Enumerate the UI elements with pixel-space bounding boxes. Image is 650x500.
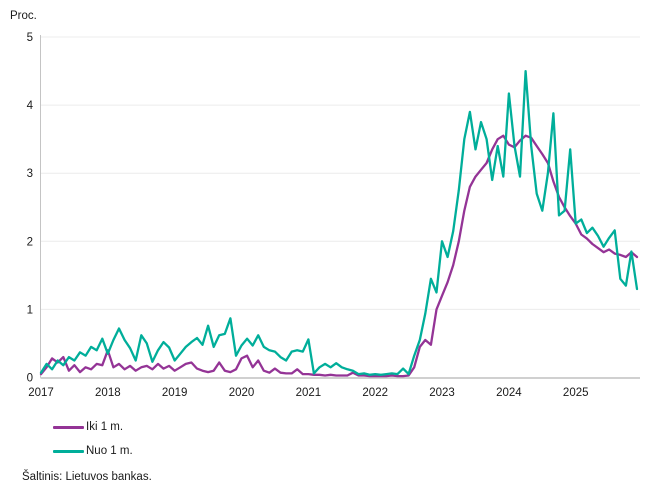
legend-item-iki-1-m: Iki 1 m. <box>53 421 133 434</box>
legend: Iki 1 m. Nuo 1 m. <box>53 421 133 458</box>
x-tick-2019: 2019 <box>162 387 188 399</box>
legend-item-nuo-1-m: Nuo 1 m. <box>53 445 133 458</box>
y-tick-5: 5 <box>27 32 33 44</box>
series-lines <box>39 69 639 378</box>
source-text: Šaltinis: Lietuvos bankas. <box>22 471 152 483</box>
tick-labels: 0 1 2 3 4 5 2017 2018 2019 2020 2021 2022 2023 2024 20… <box>27 32 589 399</box>
gridlines <box>40 36 640 310</box>
y-tick-3: 3 <box>27 168 33 180</box>
y-tick-4: 4 <box>27 100 34 112</box>
legend-swatch-iki-1-m <box>53 426 84 429</box>
axes <box>40 35 640 379</box>
x-tick-2024: 2024 <box>496 387 522 399</box>
y-axis-title: Proc. <box>10 10 37 22</box>
x-tick-2020: 2020 <box>229 387 255 399</box>
legend-swatch-nuo-1-m <box>53 450 84 453</box>
legend-label-iki-1-m: Iki 1 m. <box>86 421 124 433</box>
series-line-iki-1-m- <box>39 134 639 378</box>
x-tick-2017: 2017 <box>28 387 54 399</box>
x-tick-2021: 2021 <box>296 387 322 399</box>
legend-label-nuo-1-m: Nuo 1 m. <box>86 445 133 457</box>
x-tick-2025: 2025 <box>563 387 589 399</box>
y-tick-1: 1 <box>27 304 33 316</box>
x-tick-2022: 2022 <box>362 387 388 399</box>
y-tick-2: 2 <box>27 236 33 248</box>
series-line-nuo-1-m- <box>39 69 639 376</box>
x-tick-2023: 2023 <box>429 387 455 399</box>
x-tick-2018: 2018 <box>95 387 121 399</box>
y-tick-0: 0 <box>27 373 33 385</box>
line-chart: Proc. 0 1 2 3 4 5 2017 2018 2019 2020 2021 2022 2023… <box>10 10 640 399</box>
